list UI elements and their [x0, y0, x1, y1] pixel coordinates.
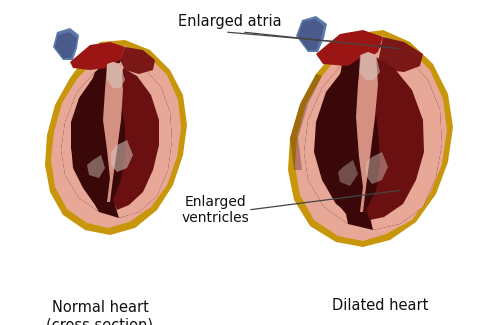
- Polygon shape: [290, 74, 322, 170]
- Polygon shape: [359, 52, 380, 80]
- Polygon shape: [304, 64, 348, 224]
- Polygon shape: [120, 47, 155, 74]
- Polygon shape: [356, 52, 378, 212]
- Polygon shape: [53, 28, 79, 60]
- Text: Dilated heart: Dilated heart: [332, 298, 428, 313]
- Polygon shape: [113, 68, 159, 210]
- Polygon shape: [295, 36, 447, 241]
- Polygon shape: [61, 58, 172, 218]
- Polygon shape: [111, 140, 133, 172]
- Polygon shape: [113, 58, 172, 218]
- Text: Enlarged
ventricles: Enlarged ventricles: [181, 195, 249, 225]
- Polygon shape: [51, 46, 181, 228]
- Polygon shape: [45, 40, 187, 235]
- Polygon shape: [378, 37, 423, 72]
- Polygon shape: [368, 44, 442, 230]
- Polygon shape: [55, 32, 77, 58]
- Polygon shape: [298, 19, 324, 50]
- Polygon shape: [61, 72, 99, 212]
- Polygon shape: [366, 57, 424, 220]
- Polygon shape: [304, 44, 442, 230]
- Text: Normal heart
(cross section): Normal heart (cross section): [46, 300, 154, 325]
- Polygon shape: [103, 62, 123, 202]
- Polygon shape: [314, 57, 361, 217]
- Polygon shape: [87, 155, 105, 178]
- Polygon shape: [338, 160, 358, 186]
- Polygon shape: [296, 16, 327, 52]
- Polygon shape: [70, 42, 125, 70]
- Polygon shape: [71, 68, 107, 208]
- Polygon shape: [316, 30, 383, 66]
- Polygon shape: [107, 62, 125, 88]
- Text: Enlarged atria: Enlarged atria: [178, 14, 282, 29]
- Polygon shape: [288, 30, 453, 247]
- Polygon shape: [366, 152, 388, 184]
